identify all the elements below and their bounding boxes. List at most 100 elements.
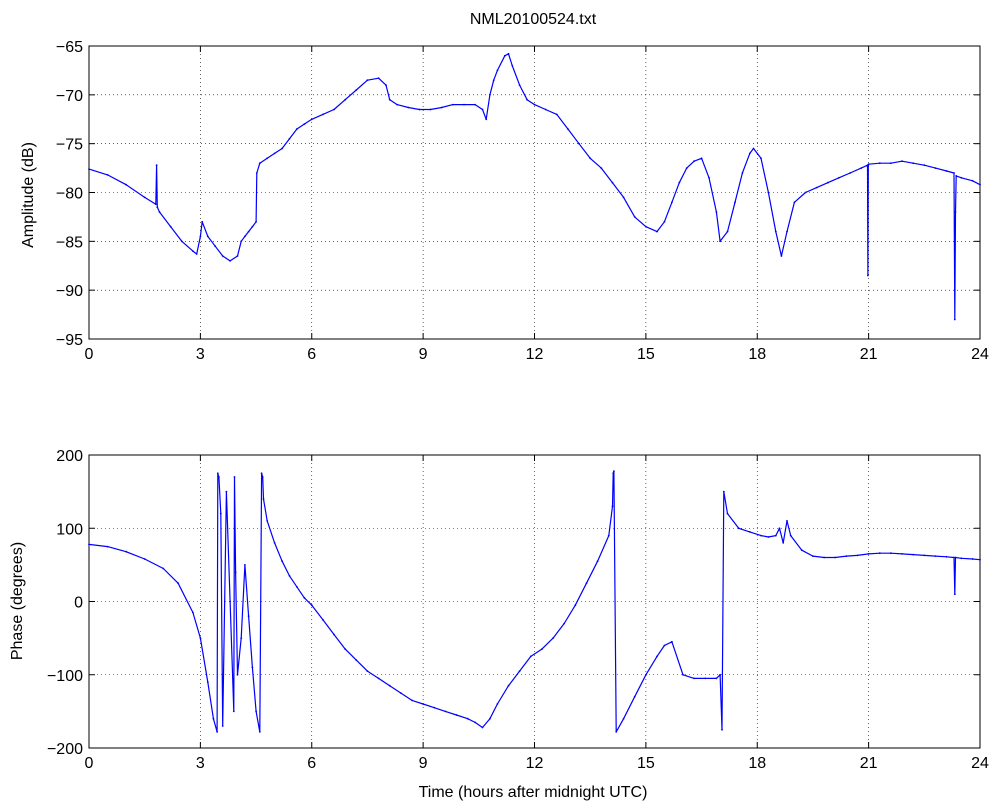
amplitude-data-point [192,250,194,253]
phase-x-tick-label: 24 [971,755,989,772]
phase-data-point [507,684,510,687]
amplitude-data-point [767,191,770,194]
phase-data-point [563,622,566,625]
amplitude-y-tick-label: −65 [56,39,83,56]
phase-data-point [800,549,803,552]
phase-data-point [737,527,740,530]
amplitude-data-point [296,128,298,130]
phase-data-point [518,670,521,672]
amplitude-data-point [344,98,347,101]
amplitude-data-point [748,152,751,155]
amplitude-data-point [741,172,744,174]
amplitude-data-point [496,69,499,72]
phase-data-point [221,725,224,727]
amplitude-y-tick-label: −85 [56,234,83,251]
phase-x-tick-label: 0 [85,755,94,772]
phase-data-point [782,542,785,544]
amplitude-panel: 0 3 6 9 12 15 18 21 24 −65 −70 −75 −80 −85 −90 −95 [56,39,989,363]
amplitude-data-point [589,157,592,160]
amplitude-data-point [195,253,198,255]
amplitude-data-point [578,142,580,145]
phase-data-point [960,557,963,560]
amplitude-data-point [266,157,269,160]
phase-data-point [890,552,892,555]
amplitude-data-point [474,103,476,106]
amplitude-data-point [780,255,783,257]
amplitude-data-point [971,179,974,182]
amplitude-data-point [429,108,432,111]
amplitude-data-point [407,106,410,109]
amplitude-data-point [645,225,647,228]
amplitude-x-tick-label: 6 [307,346,316,363]
amplitude-data-point [838,176,840,179]
amplitude-data-point [533,103,536,106]
phase-data-point [945,555,948,558]
phase-data-point [529,655,532,658]
phase-data-point [612,472,615,475]
amplitude-y-tick-label: −90 [56,283,83,300]
phase-panel: 0 3 6 9 12 15 18 21 24 200 100 0 −100 −200 [47,448,989,772]
phase-data-point [233,476,236,478]
phase-y-tick-label: −100 [47,668,83,685]
amplitude-data-point [158,211,161,213]
phase-data-point [192,611,194,614]
phase-data-point [247,615,250,617]
phase-data-point [219,512,222,515]
amplitude-x-tick-label: 9 [419,346,428,363]
phase-y-tick-label: 100 [56,521,83,538]
phase-data-point [234,571,237,574]
phase-data-point [455,714,458,716]
amplitude-x-tick-label: 18 [748,346,766,363]
amplitude-y-axis-label: Amplitude (dB) [20,142,37,248]
phase-data-point [281,560,283,563]
amplitude-data-point [255,220,257,223]
phase-data-point [611,505,614,508]
amplitude-data-point [671,201,673,204]
phase-x-tick-label: 12 [526,755,544,772]
phase-y-tick-label: 0 [74,595,83,612]
phase-data-point [251,666,254,669]
amplitude-data-point [155,164,158,167]
phase-data-point [596,560,599,563]
phase-data-point [719,673,721,676]
phase-data-point [774,534,777,537]
phase-x-tick-label: 15 [637,755,655,772]
amplitude-data-point [366,79,369,82]
amplitude-data-point [180,240,183,243]
phase-x-tick-label: 18 [748,755,766,772]
amplitude-data-point [503,54,506,57]
amplitude-data-point [934,167,937,170]
phase-data-point [333,633,335,636]
phase-data-point [400,692,402,694]
amplitude-data-point [169,225,172,228]
amplitude-x-tick-label: 21 [860,346,878,363]
phase-data-point [260,472,263,475]
amplitude-y-tick-label: −80 [56,186,83,203]
amplitude-data-point [451,103,454,106]
amplitude-data-point [700,157,703,160]
amplitude-data-point [867,163,870,166]
phase-data-point [953,593,956,596]
phase-data-point [767,536,770,538]
amplitude-data-point [273,152,276,155]
phase-data-point [778,527,781,530]
amplitude-data-point [492,79,495,82]
amplitude-data-point [440,106,443,109]
amplitude-data-point [206,235,209,238]
phase-data-point [722,490,725,493]
amplitude-data-point [849,172,851,174]
phase-data-point [823,556,825,559]
amplitude-data-point [860,167,863,170]
amplitude-data-point [752,147,755,150]
amplitude-data-point [567,128,569,130]
phase-data-point [125,550,127,553]
amplitude-data-point [953,172,955,174]
amplitude-data-point [247,230,250,233]
phase-data-point [845,555,848,557]
phase-data-point [613,470,615,472]
phase-data-point [867,553,870,555]
phase-data-point [645,673,647,676]
phase-data-point [715,677,718,680]
phase-data-point [923,554,926,557]
phase-data-point [726,512,729,515]
